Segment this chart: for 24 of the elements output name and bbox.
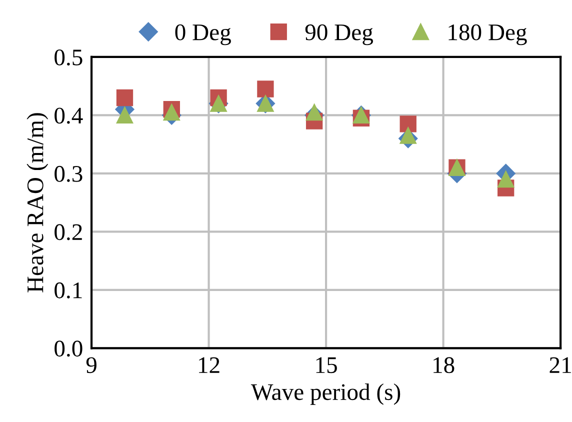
x-axis-title: Wave period (s) — [250, 383, 400, 405]
point — [400, 127, 416, 144]
x-tick-label: 9 — [86, 357, 96, 374]
y-tick-label: 0.5 — [54, 49, 82, 66]
point — [498, 170, 514, 188]
y-tick-label: 0.4 — [54, 108, 83, 124]
point — [400, 116, 416, 132]
point — [306, 104, 323, 121]
y-tick-label: 0.3 — [54, 166, 82, 182]
point — [257, 80, 274, 98]
y-tick-label: 0.1 — [54, 282, 82, 298]
point — [116, 89, 134, 106]
point — [163, 104, 180, 121]
point — [116, 106, 134, 124]
x-tick-label: 18 — [434, 357, 454, 374]
x-tick-label: 21 — [550, 357, 571, 373]
x-tick-label: 15 — [316, 357, 337, 374]
legend-label: 0 Deg — [175, 24, 231, 46]
y-tick-label: 0.2 — [54, 224, 82, 240]
y-tick-label: 0.0 — [54, 340, 82, 357]
x-tick-label: 12 — [199, 357, 220, 373]
legend-label: 180 Deg — [448, 24, 527, 46]
legend-label: 90 Deg — [305, 24, 373, 46]
y-axis-title: Heave RAO (m/m) — [26, 113, 48, 292]
